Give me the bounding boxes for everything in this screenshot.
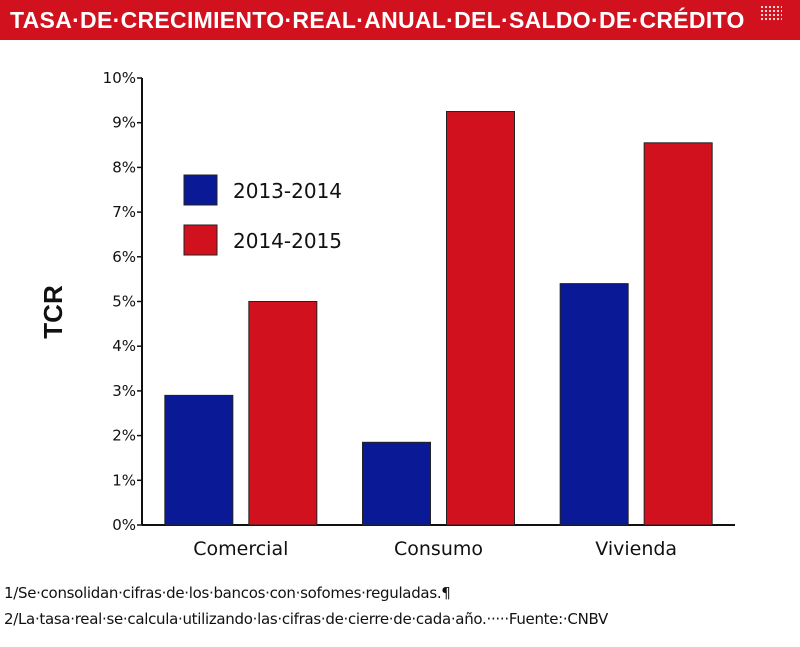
y-tick-label: 2% — [112, 427, 136, 445]
footnotes: 1/Se·consolidan·cifras·de·los·bancos·con… — [4, 580, 796, 632]
y-tick-label: 0% — [112, 516, 136, 534]
legend-swatch — [183, 174, 218, 206]
bar — [248, 301, 318, 526]
chart-legend: 2013-2014 2014-2015 — [183, 174, 342, 256]
y-tick-label: 7% — [112, 203, 136, 221]
bar — [643, 142, 713, 526]
bar-chart: 0% 1% 2% 3% 4% 5% 6% 7% 8% 9% 10% Comercial Consumo… — [38, 69, 735, 560]
bar — [446, 111, 515, 526]
chart-title-text: TASA·DE·CRECIMIENTO·REAL·ANUAL·DEL·SALDO… — [10, 7, 745, 33]
y-axis-label: TCR — [38, 285, 68, 339]
y-tick-label: 3% — [112, 382, 136, 400]
footnote-2: 2/La·tasa·real·se·calcula·utilizando·las… — [4, 610, 608, 628]
chart-bars — [164, 111, 713, 526]
x-category-label: Vivienda — [595, 538, 677, 560]
x-category-labels: Comercial Consumo Vivienda — [193, 538, 677, 560]
legend-label: 2013-2014 — [233, 179, 342, 203]
footnote-1: 1/Se·consolidan·cifras·de·los·bancos·con… — [4, 584, 451, 602]
y-tick-label: 5% — [112, 293, 136, 311]
legend-label: 2014-2015 — [233, 229, 342, 253]
y-tick-label: 10% — [103, 69, 136, 87]
x-category-label: Consumo — [394, 538, 483, 560]
bar — [362, 441, 431, 526]
y-tick-label: 4% — [112, 337, 136, 355]
y-tick-label: 1% — [112, 471, 136, 489]
y-tick-labels: 0% 1% 2% 3% 4% 5% 6% 7% 8% 9% 10% — [103, 69, 142, 534]
x-category-label: Comercial — [193, 538, 288, 560]
y-tick-label: 6% — [112, 248, 136, 266]
bar — [559, 283, 629, 526]
y-tick-label: 9% — [112, 114, 136, 132]
bar — [164, 394, 234, 526]
y-tick-label: 8% — [112, 158, 136, 176]
title-decoration — [760, 5, 782, 21]
chart-title: TASA·DE·CRECIMIENTO·REAL·ANUAL·DEL·SALDO… — [0, 0, 800, 40]
legend-swatch — [183, 224, 218, 256]
